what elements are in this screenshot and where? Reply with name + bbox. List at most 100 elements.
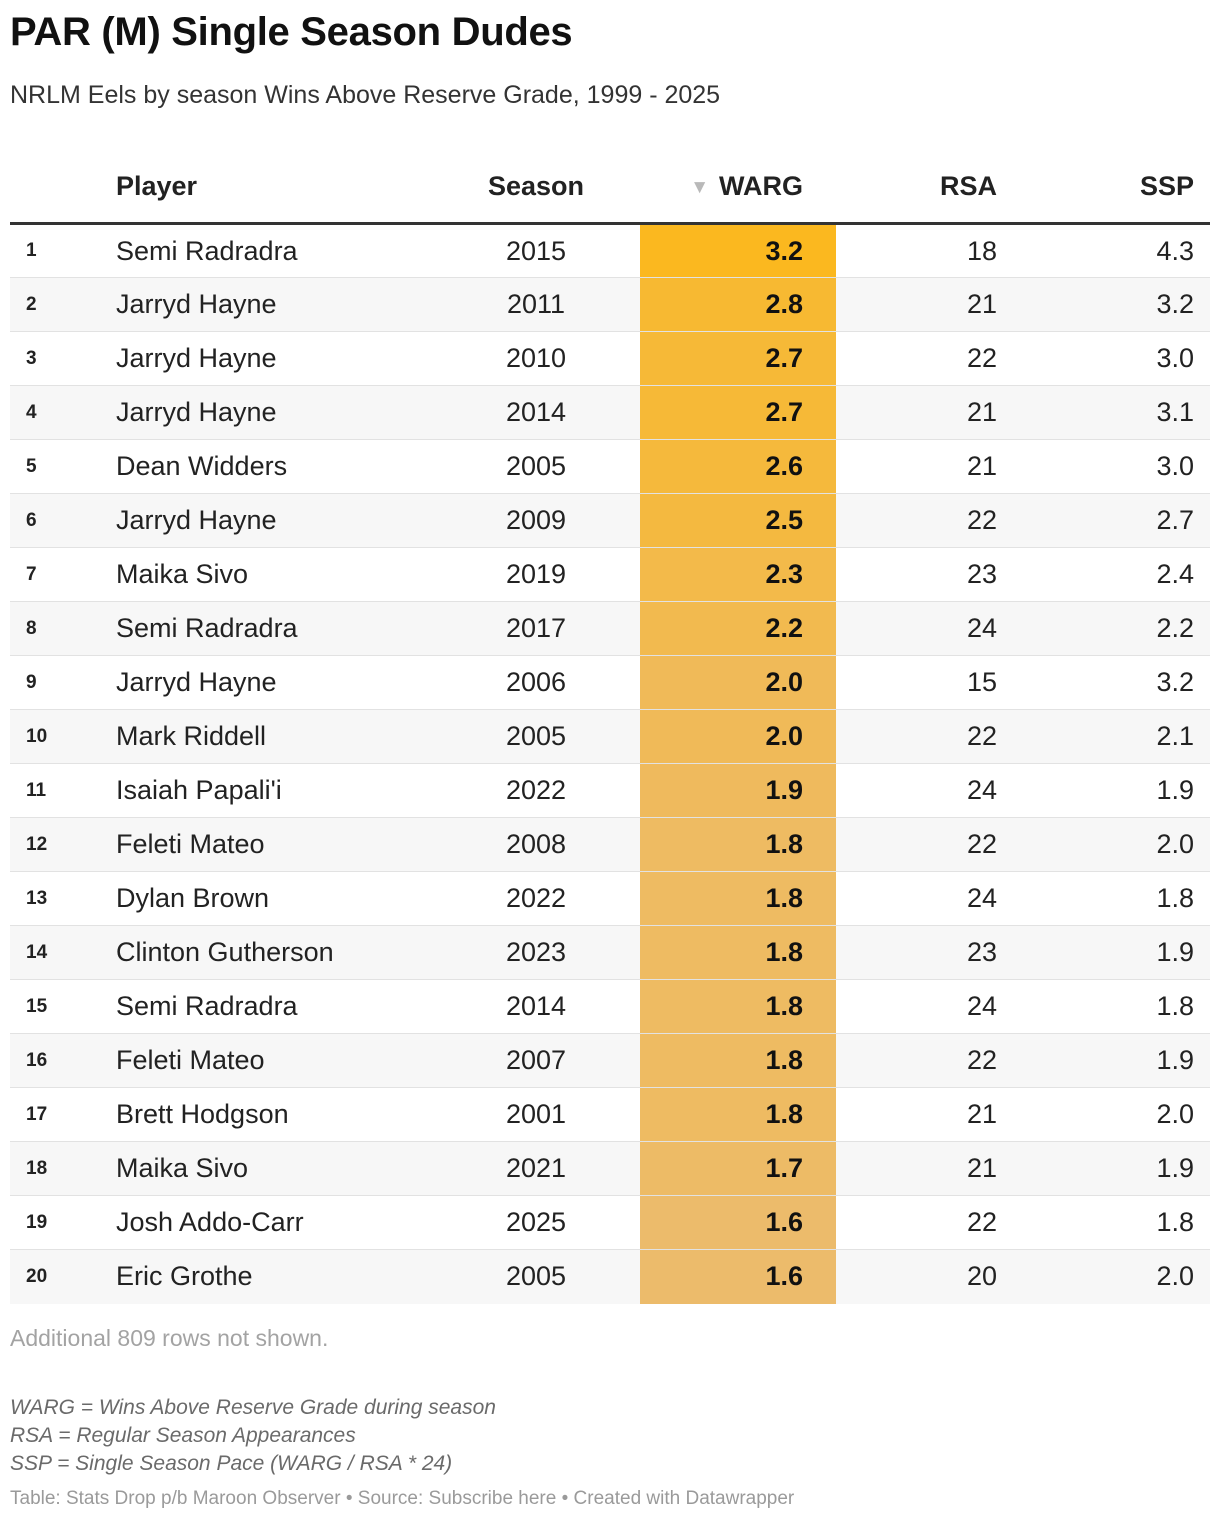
cell-ssp: 2.4 — [1010, 547, 1210, 602]
cell-spacer — [611, 493, 640, 548]
cell-season: 2017 — [461, 601, 611, 656]
cell-player: Jarryd Hayne — [116, 493, 461, 548]
cell-ssp: 2.0 — [1010, 1249, 1210, 1304]
cell-season: 2005 — [461, 1249, 611, 1304]
header-season[interactable]: Season — [461, 150, 611, 225]
cell-season: 2011 — [461, 277, 611, 332]
cell-player: Maika Sivo — [116, 1141, 461, 1196]
cell-rsa: 21 — [836, 277, 1010, 332]
table-row: 7 Maika Sivo 2019 2.3 23 2.4 — [10, 547, 1210, 602]
cell-rank: 6 — [10, 493, 116, 548]
cell-player: Jarryd Hayne — [116, 385, 461, 440]
header-warg-label: WARG — [719, 170, 803, 201]
table-row: 17 Brett Hodgson 2001 1.8 21 2.0 — [10, 1087, 1210, 1142]
footer: Table: Stats Drop p/b Maroon Observer • … — [10, 1488, 794, 1510]
cell-season: 2022 — [461, 871, 611, 926]
cell-spacer — [611, 223, 640, 278]
header-row: Player Season ▼ WARG RSA SSP — [10, 150, 1210, 225]
table-row: 3 Jarryd Hayne 2010 2.7 22 3.0 — [10, 331, 1210, 386]
page-subtitle: NRLM Eels by season Wins Above Reserve G… — [10, 81, 721, 109]
cell-ssp: 2.0 — [1010, 817, 1210, 872]
cell-rsa: 24 — [836, 871, 1010, 926]
cell-warg: 2.2 — [640, 601, 836, 656]
table-row: 13 Dylan Brown 2022 1.8 24 1.8 — [10, 871, 1210, 926]
cell-rsa: 22 — [836, 1195, 1010, 1250]
cell-rsa: 22 — [836, 331, 1010, 386]
cell-spacer — [611, 979, 640, 1034]
cell-season: 2010 — [461, 331, 611, 386]
cell-rsa: 15 — [836, 655, 1010, 710]
cell-spacer — [611, 439, 640, 494]
cell-warg: 1.8 — [640, 925, 836, 980]
cell-ssp: 1.8 — [1010, 871, 1210, 926]
footer-separator: • — [345, 1488, 353, 1509]
cell-spacer — [611, 277, 640, 332]
cell-rank: 9 — [10, 655, 116, 710]
cell-player: Semi Radradra — [116, 223, 461, 278]
cell-season: 2007 — [461, 1033, 611, 1088]
cell-warg: 2.7 — [640, 331, 836, 386]
header-warg[interactable]: ▼ WARG — [640, 150, 836, 225]
cell-warg: 1.6 — [640, 1249, 836, 1304]
header-rsa[interactable]: RSA — [836, 150, 1010, 225]
table-row: 20 Eric Grothe 2005 1.6 20 2.0 — [10, 1249, 1210, 1304]
cell-season: 2015 — [461, 223, 611, 278]
cell-spacer — [611, 1141, 640, 1196]
cell-rank: 19 — [10, 1195, 116, 1250]
cell-season: 2014 — [461, 979, 611, 1034]
cell-rsa: 21 — [836, 1087, 1010, 1142]
cell-rsa: 22 — [836, 1033, 1010, 1088]
cell-season: 2021 — [461, 1141, 611, 1196]
footer-table-credit: Table: Stats Drop p/b Maroon Observer — [10, 1488, 341, 1509]
footer-created-with: Created with Datawrapper — [573, 1488, 795, 1509]
cell-ssp: 3.0 — [1010, 439, 1210, 494]
cell-season: 2022 — [461, 763, 611, 818]
cell-warg: 2.0 — [640, 655, 836, 710]
cell-rank: 16 — [10, 1033, 116, 1088]
table-row: 2 Jarryd Hayne 2011 2.8 21 3.2 — [10, 277, 1210, 332]
table-row: 18 Maika Sivo 2021 1.7 21 1.9 — [10, 1141, 1210, 1196]
cell-rsa: 22 — [836, 493, 1010, 548]
cell-rank: 12 — [10, 817, 116, 872]
header-player[interactable]: Player — [116, 150, 461, 225]
cell-season: 2005 — [461, 439, 611, 494]
cell-season: 2025 — [461, 1195, 611, 1250]
cell-rank: 1 — [10, 223, 116, 278]
cell-spacer — [611, 817, 640, 872]
cell-spacer — [611, 1033, 640, 1088]
cell-spacer — [611, 925, 640, 980]
cell-rank: 10 — [10, 709, 116, 764]
cell-warg: 1.8 — [640, 871, 836, 926]
cell-rank: 8 — [10, 601, 116, 656]
header-spacer — [611, 150, 640, 225]
cell-season: 2014 — [461, 385, 611, 440]
cell-player: Feleti Mateo — [116, 1033, 461, 1088]
table-row: 15 Semi Radradra 2014 1.8 24 1.8 — [10, 979, 1210, 1034]
footer-separator: • — [561, 1488, 569, 1509]
cell-ssp: 3.2 — [1010, 277, 1210, 332]
notes: WARG = Wins Above Reserve Grade during s… — [10, 1394, 496, 1478]
table-row: 9 Jarryd Hayne 2006 2.0 15 3.2 — [10, 655, 1210, 710]
cell-ssp: 4.3 — [1010, 223, 1210, 278]
note-warg: WARG = Wins Above Reserve Grade during s… — [10, 1396, 496, 1419]
cell-warg: 1.8 — [640, 1033, 836, 1088]
cell-warg: 2.3 — [640, 547, 836, 602]
table-row: 5 Dean Widders 2005 2.6 21 3.0 — [10, 439, 1210, 494]
cell-ssp: 1.9 — [1010, 1033, 1210, 1088]
cell-warg: 1.8 — [640, 1087, 836, 1142]
cell-player: Dean Widders — [116, 439, 461, 494]
table-row: 14 Clinton Gutherson 2023 1.8 23 1.9 — [10, 925, 1210, 980]
cell-rank: 15 — [10, 979, 116, 1034]
cell-spacer — [611, 871, 640, 926]
header-ssp[interactable]: SSP — [1010, 150, 1210, 225]
footer-source-label: Source: — [357, 1488, 424, 1509]
cell-player: Semi Radradra — [116, 601, 461, 656]
cell-player: Clinton Gutherson — [116, 925, 461, 980]
table-body: 1 Semi Radradra 2015 3.2 18 4.3 2 Jarryd Hayne 2… — [10, 223, 1210, 1304]
table-row: 16 Feleti Mateo 2007 1.8 22 1.9 — [10, 1033, 1210, 1088]
cell-warg: 1.8 — [640, 817, 836, 872]
data-table: Player Season ▼ WARG RSA SSP 1 Semi Radrad… — [10, 150, 1210, 1304]
table-row: 6 Jarryd Hayne 2009 2.5 22 2.7 — [10, 493, 1210, 548]
footer-source-link[interactable]: Subscribe here — [428, 1488, 557, 1509]
cell-ssp: 2.0 — [1010, 1087, 1210, 1142]
